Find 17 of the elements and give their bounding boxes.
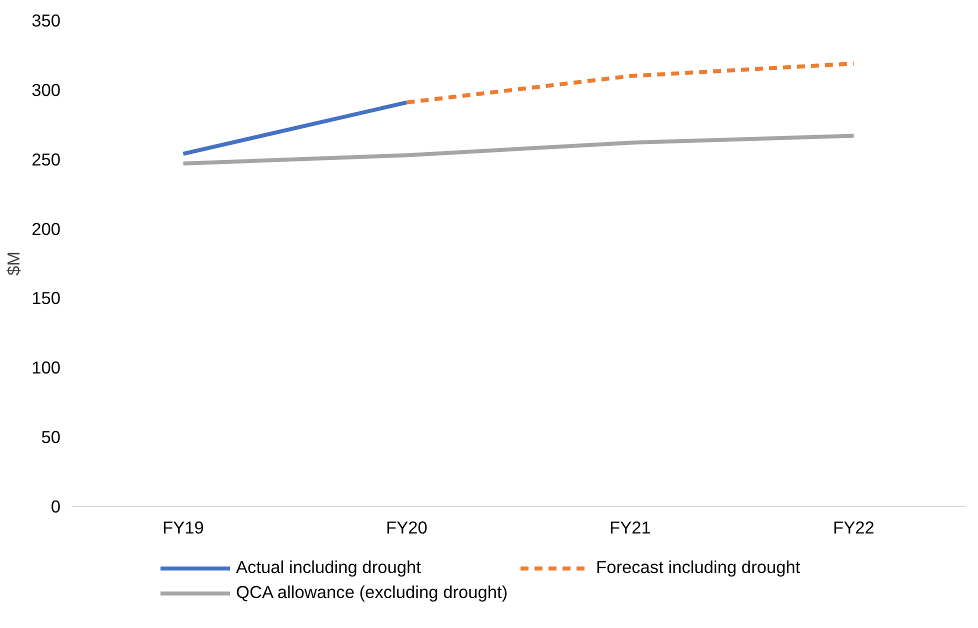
y-tick-label: 0 — [50, 496, 61, 516]
y-tick-label: 150 — [32, 288, 61, 308]
y-tick-label: 350 — [32, 10, 61, 30]
legend-label: Actual including drought — [236, 557, 422, 578]
y-tick-label: 100 — [32, 358, 61, 378]
x-tick-label: FY21 — [610, 518, 651, 538]
x-tick-label: FY20 — [386, 518, 428, 538]
line-series — [181, 134, 856, 166]
y-tick-label: 300 — [32, 80, 61, 100]
y-axis-title: $M — [4, 251, 24, 276]
x-tick-label: FY19 — [162, 518, 204, 538]
x-tick-label: FY22 — [833, 518, 874, 538]
y-tick-label: 200 — [32, 218, 61, 239]
legend-label: Forecast including drought — [596, 557, 802, 578]
y-tick-label: 250 — [32, 149, 61, 170]
y-tick-label: 50 — [41, 427, 61, 448]
legend-label: QCA allowance (excluding drought) — [236, 582, 509, 603]
